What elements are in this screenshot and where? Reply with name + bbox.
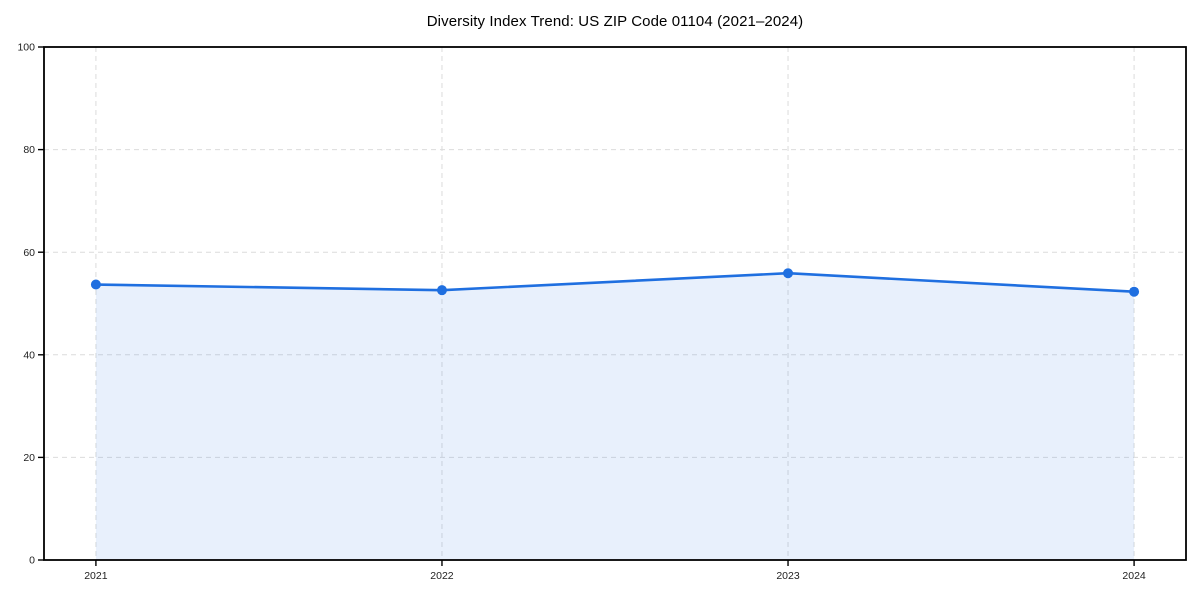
chart-title: Diversity Index Trend: US ZIP Code 01104… bbox=[426, 13, 804, 30]
data-point bbox=[1129, 286, 1140, 297]
y-tick-label: 60 bbox=[23, 247, 35, 259]
x-tick-label: 2023 bbox=[776, 570, 800, 582]
area-fill bbox=[95, 273, 1135, 560]
data-point bbox=[90, 279, 101, 290]
x-tick-label: 2024 bbox=[1122, 570, 1146, 582]
y-tick-label: 40 bbox=[23, 349, 35, 361]
x-tick-label: 2021 bbox=[84, 570, 108, 582]
y-tick-label: 20 bbox=[23, 452, 35, 464]
plot-area bbox=[44, 47, 1186, 560]
data-point bbox=[436, 285, 447, 296]
axes-frame bbox=[43, 46, 1187, 561]
data-point bbox=[783, 268, 794, 279]
x-tick-label: 2022 bbox=[430, 570, 454, 582]
y-tick-label: 0 bbox=[29, 555, 35, 567]
data-line bbox=[94, 271, 1136, 294]
y-tick-label: 100 bbox=[17, 42, 35, 54]
y-tick-label: 80 bbox=[23, 144, 35, 156]
